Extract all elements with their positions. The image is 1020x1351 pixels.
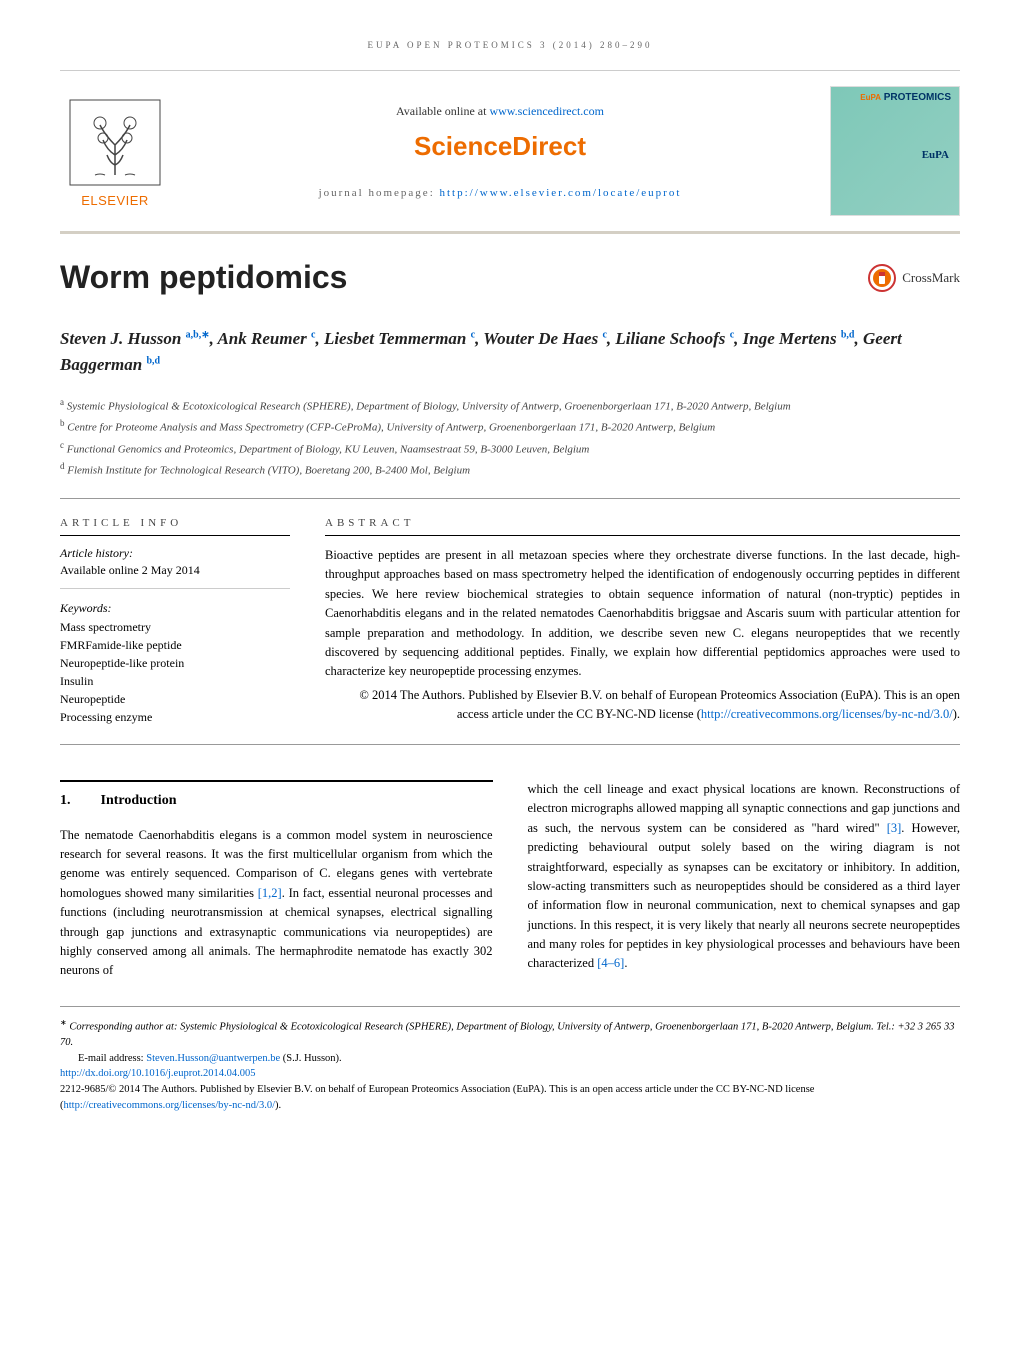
affiliations: a Systemic Physiological & Ecotoxicologi… [60,395,960,499]
doi-link[interactable]: http://dx.doi.org/10.1016/j.euprot.2014.… [60,1068,256,1079]
body-col-right: which the cell lineage and exact physica… [528,780,961,981]
journal-brand-top: EuPA PROTEOMICS [860,92,951,103]
corresponding-author: ∗ Corresponding author at: Systemic Phys… [60,1017,960,1051]
elsevier-logo: ELSEVIER [60,86,170,216]
header-middle: Available online at www.sciencedirect.co… [190,104,810,199]
history-label: Article history: [60,546,290,561]
sciencedirect-logo: ScienceDirect [190,131,810,162]
keywords-list: Mass spectrometryFMRFamide-like peptideN… [60,618,290,726]
abstract-heading: ABSTRACT [325,517,960,536]
article-title: Worm peptidomics [60,259,347,296]
email-link[interactable]: Steven.Husson@uantwerpen.be [146,1053,280,1064]
issn-copyright: 2212-9685/© 2014 The Authors. Published … [60,1082,960,1114]
body-columns: 1. Introduction The nematode Caenorhabdi… [60,780,960,981]
intro-para-right: which the cell lineage and exact physica… [528,780,961,974]
crossmark-label: CrossMark [902,270,960,286]
email-line: E-mail address: Steven.Husson@uantwerpen… [60,1051,960,1067]
section-title: Introduction [101,790,177,812]
abstract: ABSTRACT Bioactive peptides are present … [325,517,960,726]
license-link[interactable]: http://creativecommons.org/licenses/by-n… [701,707,953,721]
elsevier-tree-icon [65,95,165,190]
history-text: Available online 2 May 2014 [60,563,290,589]
keywords-label: Keywords: [60,601,290,616]
journal-header: ELSEVIER Available online at www.science… [60,70,960,234]
authors: Steven J. Husson a,b,∗, Ank Reumer c, Li… [60,326,960,377]
info-abstract-row: ARTICLE INFO Article history: Available … [60,517,960,745]
abstract-copyright: © 2014 The Authors. Published by Elsevie… [325,686,960,725]
section-heading: 1. Introduction [60,780,493,812]
star-icon: ∗ [60,1018,67,1027]
journal-cover: EuPA PROTEOMICS EuPA [830,86,960,216]
title-row: Worm peptidomics CrossMark [60,259,960,296]
body-col-left: 1. Introduction The nematode Caenorhabdi… [60,780,493,981]
crossmark-icon [868,264,896,292]
sciencedirect-link[interactable]: www.sciencedirect.com [489,104,604,118]
available-online: Available online at www.sciencedirect.co… [190,104,810,119]
journal-homepage: journal homepage: http://www.elsevier.co… [190,187,810,199]
running-head: EUPA OPEN PROTEOMICS 3 (2014) 280–290 [60,40,960,50]
footer-license-link[interactable]: http://creativecommons.org/licenses/by-n… [64,1100,276,1111]
doi-line: http://dx.doi.org/10.1016/j.euprot.2014.… [60,1066,960,1082]
journal-brand-eupa: EuPA [922,149,949,161]
abstract-text: Bioactive peptides are present in all me… [325,546,960,682]
footer: ∗ Corresponding author at: Systemic Phys… [60,1006,960,1114]
section-number: 1. [60,790,71,812]
intro-para-left: The nematode Caenorhabditis elegans is a… [60,826,493,981]
crossmark-badge[interactable]: CrossMark [868,264,960,292]
article-info: ARTICLE INFO Article history: Available … [60,517,290,726]
article-info-heading: ARTICLE INFO [60,517,290,536]
homepage-link[interactable]: http://www.elsevier.com/locate/euprot [440,187,682,199]
elsevier-name: ELSEVIER [81,193,149,208]
